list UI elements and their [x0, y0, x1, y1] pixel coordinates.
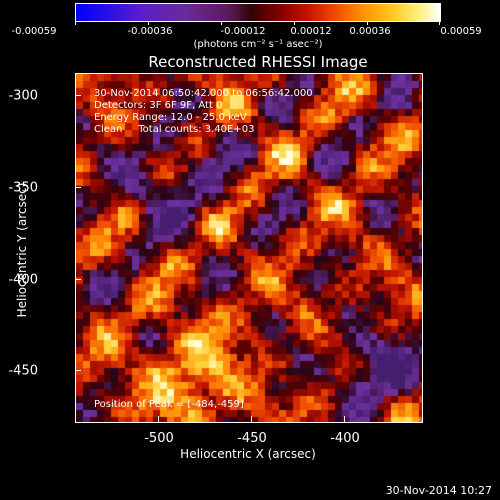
time-range-text: 30-Nov-2014 06:50:42.000 to 06:56:42.000 — [94, 88, 313, 99]
colorbar-tick — [439, 21, 440, 25]
y-tick — [75, 187, 81, 188]
y-tick-label: -450 — [8, 363, 38, 379]
colorbar-label-2: -0.00036 — [127, 26, 173, 37]
colorbar-label-1: -0.00059 — [11, 26, 57, 37]
clean-counts-text: Clean Total counts: 3.40E+03 — [94, 124, 255, 135]
y-tick-label: -350 — [8, 180, 38, 196]
colorbar-tick — [367, 21, 368, 25]
colorbar-units: (photons cm⁻² s⁻¹ asec⁻²) — [193, 39, 323, 50]
y-tick — [75, 279, 81, 280]
x-tick — [251, 416, 252, 422]
x-tick-label: -500 — [144, 431, 174, 446]
energy-range-text: Energy Range: 12.0 - 25.0 keV — [94, 112, 247, 123]
y-tick-label: -300 — [8, 88, 38, 104]
colorbar-tick — [294, 21, 295, 25]
heatmap-image — [76, 74, 422, 422]
colorbar-label-3: -0.00012 — [220, 26, 266, 37]
colorbar-label-5: 0.00036 — [349, 26, 391, 37]
y-axis-title: Heliocentric Y (arcsec) — [15, 182, 29, 318]
plot-timestamp: 30-Nov-2014 10:27 — [385, 484, 492, 497]
x-tick — [344, 416, 345, 422]
y-tick — [75, 370, 81, 371]
colorbar-label-4: 0.00012 — [290, 26, 332, 37]
detectors-text: Detectors: 3F 6F 9F, Att 0 — [94, 100, 223, 111]
colorbar-label-6: 0.00059 — [440, 26, 482, 37]
image-panel: 30-Nov-2014 06:50:42.000 to 06:56:42.000… — [75, 73, 423, 423]
colorbar — [75, 3, 441, 22]
y-tick — [75, 95, 81, 96]
colorbar-tick — [221, 21, 222, 25]
plot-title: Reconstructed RHESSI Image — [148, 53, 368, 71]
x-tick-label: -400 — [330, 431, 360, 446]
x-tick-label: -450 — [237, 431, 267, 446]
colorbar-tick — [75, 21, 76, 25]
colorbar-tick — [148, 21, 149, 25]
x-tick — [158, 416, 159, 422]
x-axis-title: Heliocentric X (arcsec) — [180, 447, 316, 461]
peak-position-text: Position of Peak = [-484,-459] — [94, 399, 244, 410]
y-tick-label: -400 — [8, 272, 38, 288]
